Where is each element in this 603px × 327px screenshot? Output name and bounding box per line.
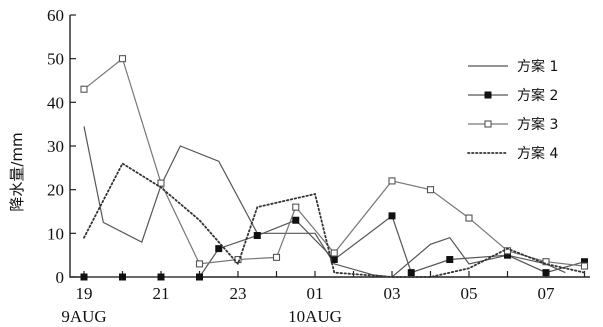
data-point — [215, 245, 223, 253]
data-point — [80, 273, 88, 281]
series-line — [83, 162, 586, 278]
y-tick-label: 40 — [47, 93, 64, 112]
series-line — [84, 214, 585, 278]
data-point — [157, 273, 165, 281]
data-point — [253, 232, 261, 240]
data-point — [292, 216, 300, 224]
x-tick-label: 19 — [76, 284, 93, 303]
series-line — [83, 57, 585, 267]
series-2 — [80, 212, 588, 281]
y-tick-label: 50 — [47, 50, 64, 69]
data-point — [119, 273, 126, 281]
y-axis-label: 降水量/mm — [8, 132, 26, 211]
x-tick-label: 05 — [461, 284, 478, 303]
legend-label: 方案 4 — [517, 145, 558, 162]
data-point — [196, 273, 203, 281]
series-layer — [80, 55, 589, 281]
data-point — [542, 258, 550, 266]
y-tick-label: 60 — [47, 6, 64, 25]
data-point — [330, 256, 338, 264]
data-point — [272, 253, 281, 261]
data-point — [388, 212, 396, 220]
x-tick-label: 23 — [230, 284, 247, 303]
series-line — [83, 126, 566, 278]
legend-label: 方案 3 — [517, 116, 558, 133]
data-point — [80, 85, 88, 93]
series-3 — [80, 55, 589, 270]
y-tick-label: 30 — [47, 137, 64, 156]
series-1 — [83, 126, 566, 278]
x-tick-label: 03 — [384, 284, 401, 303]
x-tick-label: 01 — [307, 284, 324, 303]
y-tick-label: 10 — [47, 224, 64, 243]
axes-layer: 0 10 20 30 40 50 60 19 9AUG 21 23 01 10AUG 03 05 07 — [47, 6, 590, 326]
x-tick-sublabel: 9AUG — [61, 307, 106, 326]
axis-frame — [69, 15, 590, 278]
x-tick-label: 07 — [538, 284, 556, 303]
y-tick-label: 20 — [47, 181, 64, 200]
legend-marker — [484, 120, 492, 128]
data-point — [580, 262, 589, 270]
data-point — [157, 179, 165, 187]
legend-marker — [484, 91, 492, 99]
y-tick-label: 0 — [56, 268, 65, 287]
data-point — [330, 249, 338, 257]
legend-label: 方案 1 — [517, 58, 558, 75]
legend: 方案 1 方案 2 方案 3 方案 4 — [467, 58, 558, 162]
legend-label: 方案 2 — [517, 87, 558, 104]
data-point — [426, 186, 435, 194]
data-point — [195, 260, 204, 268]
x-tick-label: 21 — [153, 284, 170, 303]
data-point — [465, 214, 473, 222]
x-tick-sublabel: 10AUG — [288, 307, 342, 326]
data-point — [292, 203, 300, 211]
series-4 — [83, 162, 586, 278]
data-point — [388, 177, 396, 185]
data-point — [118, 55, 127, 63]
data-point — [542, 269, 550, 277]
data-point — [446, 256, 454, 264]
data-point — [407, 269, 415, 277]
